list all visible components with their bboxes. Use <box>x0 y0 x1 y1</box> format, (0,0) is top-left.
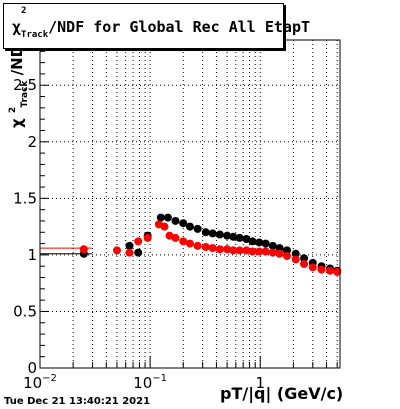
series-1-point <box>255 247 264 256</box>
series-1-point <box>185 239 194 248</box>
series-1-point <box>291 255 300 264</box>
data-markers <box>79 213 342 276</box>
series-1-point <box>326 266 335 275</box>
title-rest: /NDF for Global Rec All EtapT <box>48 18 311 36</box>
series-0-point <box>235 233 244 242</box>
title-chi: χ <box>12 18 22 36</box>
title-sub: Track <box>21 30 49 40</box>
series-1-point <box>179 237 188 246</box>
series-1-point <box>160 222 169 231</box>
series-0-point <box>134 248 143 257</box>
series-0-point <box>268 241 277 250</box>
y-tick-label: 0 <box>27 359 37 377</box>
series-1-point <box>268 248 277 257</box>
series-0-point <box>275 244 284 253</box>
series-0-point <box>283 246 292 255</box>
y-tick-label: 2 <box>27 133 37 151</box>
series-1-point <box>79 245 88 254</box>
series-0-point <box>300 254 309 263</box>
series-0-point <box>223 231 232 240</box>
series-1-point <box>248 247 257 256</box>
series-1-point <box>300 259 309 268</box>
series-1-point <box>229 246 238 255</box>
series-1-point <box>171 233 180 242</box>
x-axis-label: pT/|q| (GeV/c) <box>220 384 344 403</box>
series-1-point <box>201 242 210 251</box>
series-0-point <box>171 216 180 225</box>
series-1-point <box>333 267 342 276</box>
series-1-point <box>308 263 317 272</box>
plot-frame <box>39 39 341 369</box>
series-1-point <box>317 265 326 274</box>
timestamp: Tue Dec 21 13:40:21 2021 <box>4 396 151 407</box>
series-1-point <box>125 248 134 257</box>
y-tick-label: 0.5 <box>13 302 37 320</box>
series-1-point <box>112 246 121 255</box>
x-tick-label: 10−2 <box>23 373 57 392</box>
series-0-point <box>248 237 257 246</box>
series-0-point <box>229 232 238 241</box>
series-1-point <box>242 246 251 255</box>
series-0-point <box>201 228 210 237</box>
series-0-point <box>156 213 165 222</box>
y-tick-label: 1.5 <box>13 189 37 207</box>
series-1-point <box>235 246 244 255</box>
series-1-point <box>275 249 284 258</box>
series-0-point <box>255 238 264 247</box>
tick-labels: 0 0.5 1 1.5 2 2.5 10−2 10−1 1 <box>13 76 265 392</box>
y-tick-label: 2.5 <box>13 76 37 94</box>
series-1-point <box>223 245 232 254</box>
series-0-point <box>125 241 134 250</box>
chart-title: χ 2 Track/NDF for Global Rec All EtapT <box>12 6 311 40</box>
title-sup: 2 <box>21 6 27 16</box>
series-1-point <box>134 237 143 246</box>
ylabel-chi: χ <box>8 118 26 128</box>
axis-ticks <box>39 39 338 369</box>
series-0-point <box>291 249 300 258</box>
ylabel-sup: 2 <box>8 107 18 113</box>
series-1-point <box>215 245 224 254</box>
series-1-point <box>208 244 217 253</box>
series-1-point <box>283 252 292 261</box>
x-tick-label: 10−1 <box>133 373 167 392</box>
series-0-point <box>208 229 217 238</box>
series-0-point <box>193 224 202 233</box>
x-tick-label: 1 <box>255 374 265 392</box>
series-0-point <box>185 222 194 231</box>
series-0-point <box>261 239 270 248</box>
series-0-point <box>163 213 172 222</box>
series-0-point <box>215 230 224 239</box>
series-0-point <box>179 219 188 228</box>
series-1-point <box>193 241 202 250</box>
series-1-point <box>261 247 270 256</box>
series-1-point <box>143 233 152 242</box>
grid <box>40 40 340 368</box>
title-box: χ 2 Track/NDF for Global Rec All EtapT <box>3 3 310 49</box>
y-tick-label: 1 <box>27 246 37 264</box>
ylabel-sub: Track <box>20 80 30 108</box>
